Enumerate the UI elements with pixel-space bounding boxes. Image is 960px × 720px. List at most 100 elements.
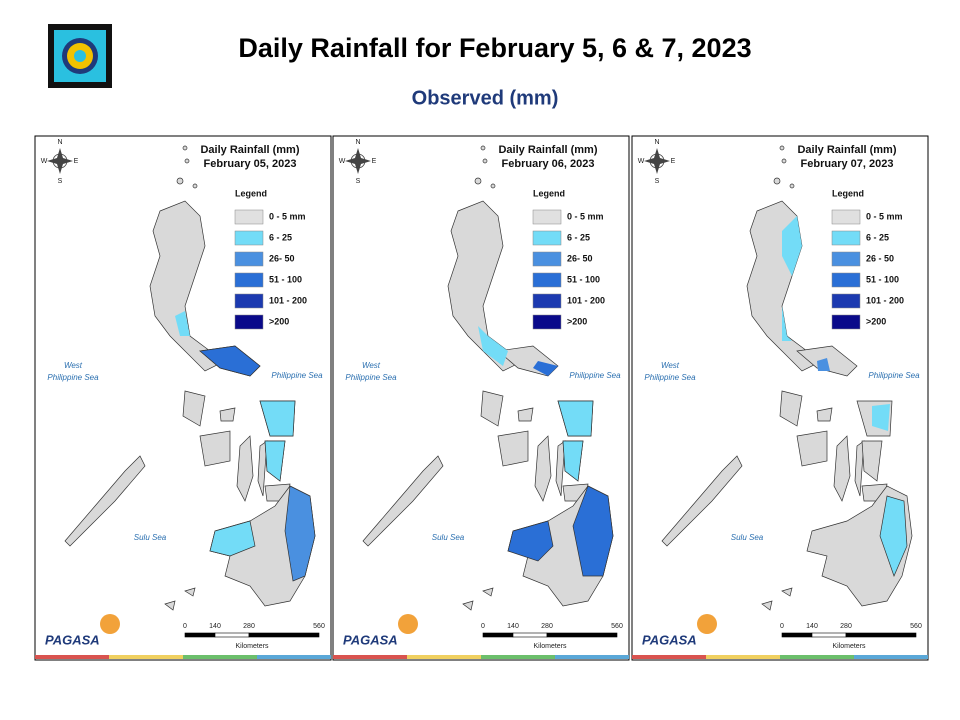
compass-letter: W xyxy=(638,158,645,165)
bottom-strip xyxy=(333,655,407,659)
legend-swatch xyxy=(234,293,264,309)
legend-swatch xyxy=(532,251,562,267)
bottom-strip xyxy=(780,655,854,659)
scale-unit: Kilometers xyxy=(533,643,567,650)
scale-label: 0 xyxy=(183,623,187,630)
map-panel: Daily Rainfall (mm) February 05, 2023 N E S W… xyxy=(34,135,332,661)
legend-swatch xyxy=(234,314,264,330)
legend-label: 6 - 25 xyxy=(567,232,590,242)
scale-label: 140 xyxy=(507,623,519,630)
map-panel: Daily Rainfall (mm) February 07, 2023 N E S W… xyxy=(631,135,929,661)
scale-label: 280 xyxy=(243,623,255,630)
scale-segment xyxy=(214,632,250,638)
scale-unit: Kilometers xyxy=(832,643,866,650)
bottom-strip xyxy=(481,655,555,659)
compass-letter: E xyxy=(671,158,676,165)
logo-text: PAGASA xyxy=(343,632,398,647)
legend-swatch xyxy=(234,272,264,288)
scale-segment xyxy=(512,632,548,638)
legend-label: 0 - 5 mm xyxy=(866,211,903,221)
legend-label: 6 - 25 xyxy=(866,232,889,242)
compass-letter: N xyxy=(355,139,360,146)
legend-label: 51 - 100 xyxy=(567,274,600,284)
scale-label: 0 xyxy=(481,623,485,630)
compass-letter: N xyxy=(57,139,62,146)
legend-label: 101 - 200 xyxy=(269,295,307,305)
sea-label: West xyxy=(661,361,680,370)
scale-unit: Kilometers xyxy=(235,643,269,650)
scale-segment xyxy=(781,632,813,638)
legend-swatch xyxy=(532,314,562,330)
sea-label: Sulu Sea xyxy=(134,533,167,542)
compass-star xyxy=(47,148,73,174)
compass: N E S W xyxy=(339,139,377,185)
compass-letter: E xyxy=(372,158,377,165)
sea-label: Sulu Sea xyxy=(432,533,465,542)
sea-label: West xyxy=(362,361,381,370)
compass-letter: E xyxy=(74,158,79,165)
legend-swatch xyxy=(831,293,861,309)
legend-label: >200 xyxy=(567,316,587,326)
legend-swatch xyxy=(831,230,861,246)
legend-label: 101 - 200 xyxy=(866,295,904,305)
legend-swatch xyxy=(532,293,562,309)
map-panel: Daily Rainfall (mm) February 06, 2023 N E S W… xyxy=(332,135,630,661)
compass-letter: W xyxy=(41,158,48,165)
compass-ring xyxy=(350,153,366,169)
compass-letter: S xyxy=(356,178,361,185)
legend-label: 51 - 100 xyxy=(269,274,302,284)
legend-swatch xyxy=(831,272,861,288)
compass-letter: W xyxy=(339,158,346,165)
bottom-strip xyxy=(407,655,481,659)
scale-segment xyxy=(546,632,618,638)
sea-label: Philippine Sea xyxy=(868,371,920,380)
compass-star xyxy=(345,148,371,174)
map-date: February 05, 2023 xyxy=(204,158,297,170)
scale-segment xyxy=(845,632,917,638)
compass-ring xyxy=(649,153,665,169)
scale-label: 140 xyxy=(806,623,818,630)
compass-letter: S xyxy=(58,178,63,185)
legend-label: >200 xyxy=(866,316,886,326)
bottom-strip xyxy=(632,655,706,659)
logo-umbrella xyxy=(398,614,418,634)
sea-label: West xyxy=(64,361,83,370)
legend-swatch xyxy=(831,209,861,225)
map-date: February 07, 2023 xyxy=(801,158,894,170)
compass-star xyxy=(644,148,670,174)
scale-segment xyxy=(184,632,216,638)
scale-label: 560 xyxy=(313,623,325,630)
agency-logo xyxy=(48,24,112,88)
bottom-strip xyxy=(555,655,629,659)
legend-swatch xyxy=(532,209,562,225)
logo-text: PAGASA xyxy=(642,632,697,647)
legend-label: 101 - 200 xyxy=(567,295,605,305)
bottom-strip xyxy=(854,655,928,659)
legend-swatch xyxy=(234,230,264,246)
bottom-strip xyxy=(35,655,109,659)
legend-label: 6 - 25 xyxy=(269,232,292,242)
legend-label: 0 - 5 mm xyxy=(269,211,306,221)
scale-label: 280 xyxy=(840,623,852,630)
slide-subtitle: Observed (mm) xyxy=(412,87,559,109)
legend-label: 51 - 100 xyxy=(866,274,899,284)
map-title: Daily Rainfall (mm) xyxy=(797,144,896,156)
scale-label: 140 xyxy=(209,623,221,630)
bottom-strip xyxy=(257,655,331,659)
scale-label: 0 xyxy=(780,623,784,630)
map-title: Daily Rainfall (mm) xyxy=(498,144,597,156)
legend-swatch xyxy=(831,314,861,330)
compass-letter: S xyxy=(655,178,660,185)
compass-ring xyxy=(52,153,68,169)
map-title: Daily Rainfall (mm) xyxy=(200,144,299,156)
sea-label: Philippine Sea xyxy=(644,373,696,382)
scale-segment xyxy=(248,632,320,638)
logo-umbrella xyxy=(697,614,717,634)
legend-title: Legend xyxy=(832,188,864,198)
scale-label: 280 xyxy=(541,623,553,630)
legend-label: 0 - 5 mm xyxy=(567,211,604,221)
legend-swatch xyxy=(234,209,264,225)
legend-label: 26- 50 xyxy=(567,253,593,263)
legend-label: 26- 50 xyxy=(269,253,295,263)
scale-label: 560 xyxy=(611,623,623,630)
